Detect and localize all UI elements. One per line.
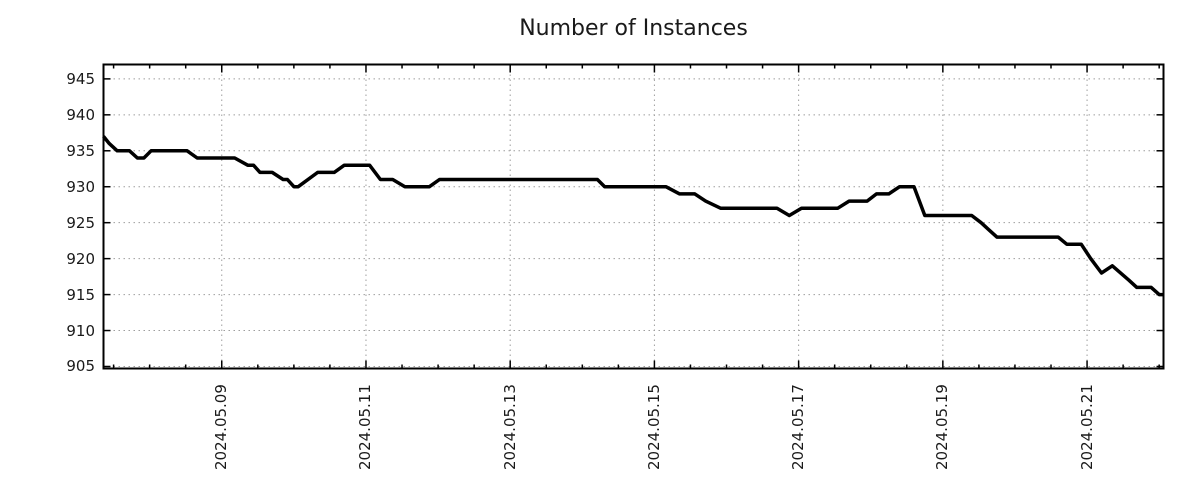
y-tick-label: 905 bbox=[66, 357, 95, 376]
y-tick-label: 935 bbox=[66, 141, 95, 160]
tick-marks bbox=[103, 64, 1164, 369]
x-tick-label: 2024.05.13 bbox=[500, 384, 519, 470]
x-tick-label: 2024.05.17 bbox=[789, 384, 808, 470]
data-series bbox=[102, 135, 1164, 297]
x-tick-label: 2024.05.15 bbox=[644, 384, 663, 470]
y-tick-label: 945 bbox=[66, 69, 95, 88]
x-tick-label: 2024.05.19 bbox=[933, 384, 952, 470]
x-tick-label: 2024.05.21 bbox=[1077, 384, 1096, 470]
x-tick-label: 2024.05.09 bbox=[212, 384, 231, 470]
plot-border bbox=[102, 63, 1165, 370]
grid-lines bbox=[103, 64, 1164, 369]
y-tick-label: 920 bbox=[66, 249, 95, 268]
y-tick-label: 940 bbox=[66, 105, 95, 124]
x-tick-label: 2024.05.11 bbox=[356, 384, 375, 470]
y-tick-label: 910 bbox=[66, 321, 95, 340]
chart-title: Number of Instances bbox=[519, 16, 748, 41]
y-tick-label: 915 bbox=[66, 285, 95, 304]
series-line-instances bbox=[102, 135, 1164, 297]
y-tick-label: 925 bbox=[66, 213, 95, 232]
y-tick-label: 930 bbox=[66, 177, 95, 196]
